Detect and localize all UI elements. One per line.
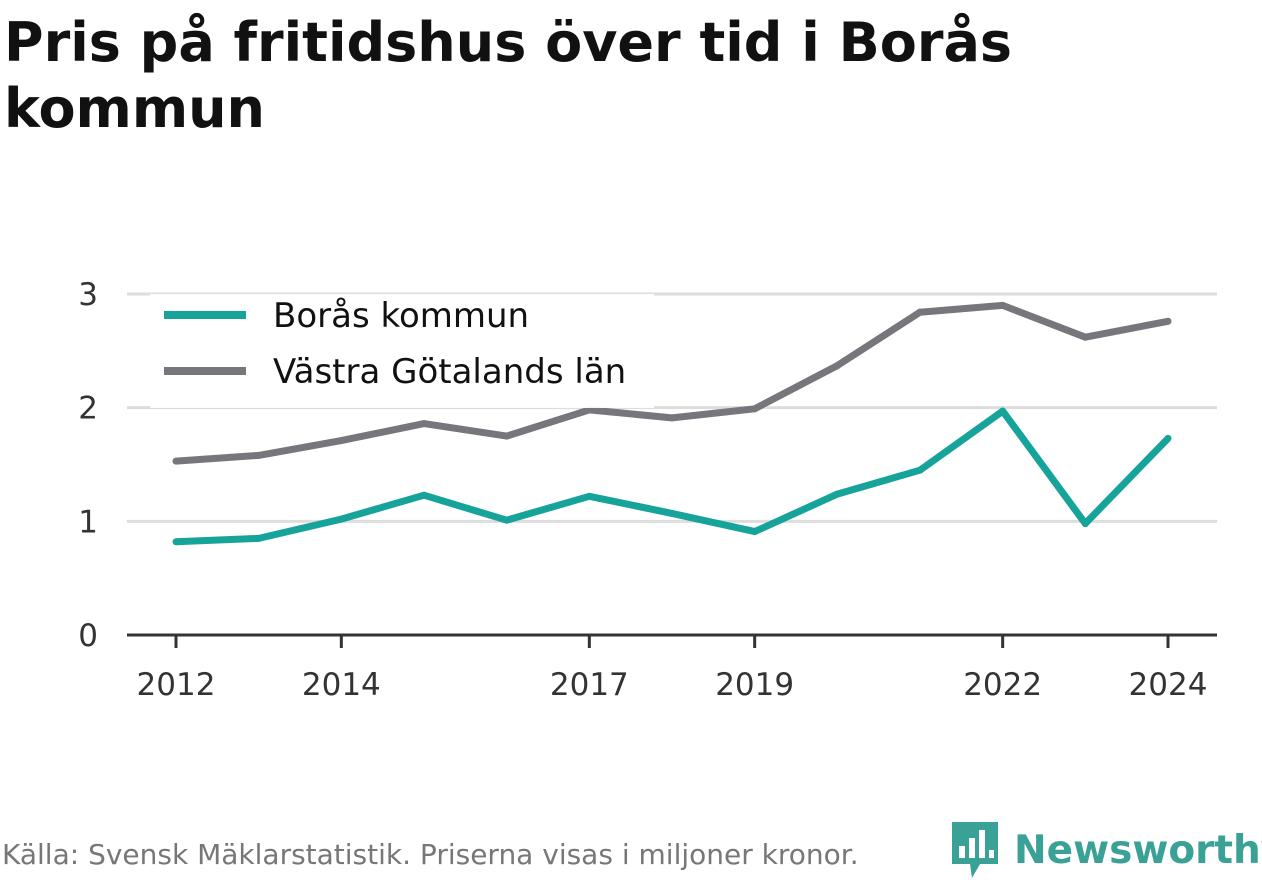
data-point-0-3 xyxy=(420,491,428,499)
legend: Borås kommun Västra Götalands län xyxy=(150,294,654,408)
data-point-0-12 xyxy=(1164,434,1172,442)
data-point-1-6 xyxy=(668,414,676,422)
data-point-0-4 xyxy=(503,516,511,524)
x-tick-label-2012: 2012 xyxy=(137,667,216,703)
x-tick-label-2014: 2014 xyxy=(302,667,381,703)
data-point-1-1 xyxy=(255,451,263,459)
data-point-1-3 xyxy=(420,420,428,428)
data-point-1-7 xyxy=(751,405,759,413)
x-tick-label-2019: 2019 xyxy=(715,667,794,703)
newsworthy-logo: Newsworthy xyxy=(950,820,1262,880)
data-point-0-8 xyxy=(833,490,841,498)
x-axis: 2012 2014 2017 2019 2022 2024 xyxy=(127,633,1217,703)
y-tick-label-3: 3 xyxy=(78,277,98,313)
x-tick-label-2024: 2024 xyxy=(1129,667,1208,703)
chart-bubble-icon xyxy=(952,822,998,878)
data-point-0-1 xyxy=(255,534,263,542)
data-point-1-11 xyxy=(1081,333,1089,341)
data-point-0-10 xyxy=(999,407,1007,415)
y-tick-label-1: 1 xyxy=(78,504,98,540)
data-point-0-9 xyxy=(916,466,924,474)
data-point-1-2 xyxy=(337,437,345,445)
data-point-0-11 xyxy=(1081,520,1089,528)
y-tick-label-2: 2 xyxy=(78,391,98,427)
legend-label-1: Västra Götalands län xyxy=(273,352,626,392)
brand-name: Newsworthy xyxy=(1014,827,1262,873)
chart-title: Pris på fritidshus över tid i Borås komm… xyxy=(4,11,1013,140)
data-point-1-12 xyxy=(1164,317,1172,325)
data-point-0-6 xyxy=(668,509,676,517)
line-chart: 0 1 2 3 2012 2014 2017 2019 2022 2024 Borås komm… xyxy=(78,277,1217,703)
legend-label-0: Borås kommun xyxy=(273,296,529,336)
data-point-1-10 xyxy=(999,301,1007,309)
data-point-0-2 xyxy=(337,515,345,523)
data-point-0-5 xyxy=(585,492,593,500)
data-point-1-4 xyxy=(503,432,511,440)
y-tick-label-0: 0 xyxy=(78,618,98,654)
x-tick-label-2022: 2022 xyxy=(963,667,1042,703)
data-point-1-9 xyxy=(916,308,924,316)
data-point-1-8 xyxy=(833,362,841,370)
data-point-0-0 xyxy=(172,538,180,546)
source-note: Källa: Svensk Mäklarstatistik. Priserna … xyxy=(2,838,859,871)
x-tick-label-2017: 2017 xyxy=(550,667,629,703)
data-point-1-0 xyxy=(172,457,180,465)
series-lines xyxy=(172,301,1172,546)
y-axis-tick-labels: 0 1 2 3 xyxy=(78,277,98,654)
data-point-0-7 xyxy=(751,528,759,536)
data-point-1-5 xyxy=(585,406,593,414)
